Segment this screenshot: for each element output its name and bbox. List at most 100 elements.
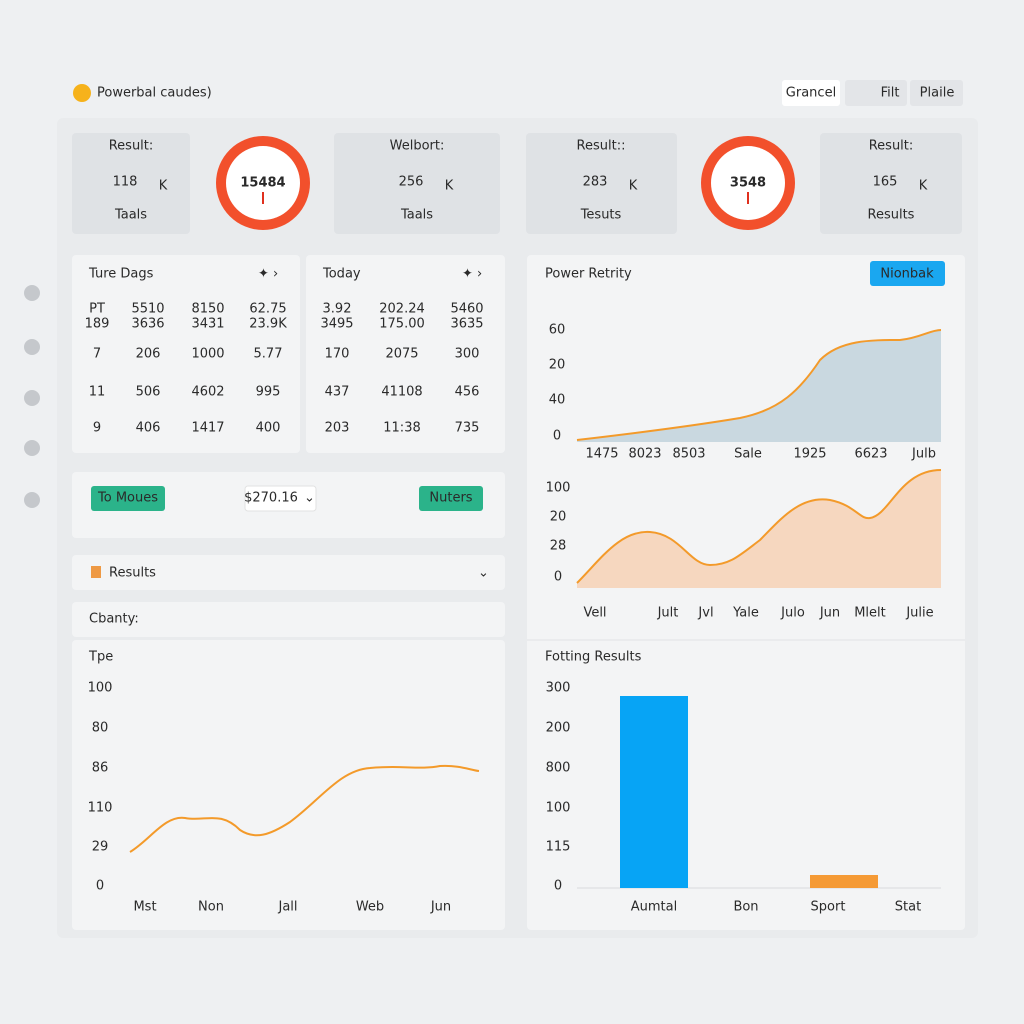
x-tick-label: Yale [732,606,759,621]
results-icon [91,566,101,578]
nav-icon[interactable] [24,339,40,355]
stat-unit: K [919,179,928,194]
x-tick-label: 1925 [793,447,826,462]
chevron[interactable]: ⌄ [304,491,315,506]
stat-card [820,133,962,234]
y-tick-label: 40 [549,393,566,408]
chart-panel [72,640,505,930]
table-cell: 41108 [381,385,422,400]
button[interactable] [91,486,165,511]
x-tick-label: Stat [895,900,921,915]
button-label[interactable]: To Moues [97,491,158,506]
table-cell: 7 [93,347,101,362]
button[interactable] [419,486,483,511]
x-tick-label: Sale [734,447,762,462]
table-cell: 11 [89,385,106,400]
table-cell: 506 [136,385,161,400]
x-tick-label: Bon [733,900,758,915]
stat-label: Result: [109,139,154,154]
y-tick-label: 110 [88,801,113,816]
y-tick-label: 86 [92,761,109,776]
accordion-title[interactable]: Results [109,566,156,581]
table-cell: 5510 [131,302,164,317]
table-cell: 300 [455,347,480,362]
table-cell: 202.24 [379,302,425,317]
chart-title: Power Retrity [545,267,632,282]
table-panel [306,255,505,453]
button[interactable] [870,261,945,286]
table-cell: 11:38 [383,421,420,436]
area [577,470,941,588]
filter-label: Cbanty: [89,612,139,627]
x-tick-label: 8503 [672,447,705,462]
y-tick-label: 20 [549,358,566,373]
bar [810,875,878,888]
y-tick-label: 100 [88,681,113,696]
nav-icon[interactable] [24,390,40,406]
x-tick-label: Jall [277,900,297,915]
stat-cards [72,133,962,234]
stat-card [72,133,190,234]
table-cell: 170 [325,347,350,362]
y-tick-label: 200 [546,721,571,736]
y-tick-label: 80 [92,721,109,736]
x-tick-label: Aumtal [631,900,677,915]
x-tick-label: Julb [911,447,936,462]
stat-unit: K [629,179,638,194]
x-tick-label: Jult [657,606,679,621]
stat-sub: Taals [114,208,147,223]
table-cell: 175.00 [379,317,425,332]
y-tick-label: 800 [546,761,571,776]
button-label[interactable]: Nionbak [880,267,934,282]
y-tick-label: 100 [546,481,571,496]
x-tick-label: 1475 [585,447,618,462]
chevron[interactable]: ⌄ [478,566,489,581]
button-label[interactable]: Plaile [920,86,955,101]
button[interactable] [910,80,963,106]
app-title: Powerbal caudes) [97,86,212,101]
table-panel [72,255,300,453]
button[interactable] [845,80,907,106]
x-tick-label: Web [356,900,384,915]
button[interactable] [782,80,840,106]
stat-sub: Tesuts [580,208,622,223]
select[interactable] [244,485,317,512]
table-cell: 203 [325,421,350,436]
table-cell: 406 [136,421,161,436]
y-tick-label: 20 [550,510,567,525]
button-label[interactable]: Filt [881,86,900,101]
table-cell: 437 [325,385,350,400]
gauges [216,136,795,230]
gauge-face [711,146,785,220]
button-label[interactable]: Nuters [429,491,472,506]
icon[interactable]: ✦ › [462,267,482,282]
nav-icon[interactable] [24,440,40,456]
nav-icon[interactable] [24,492,40,508]
x-tick-label: Jun [430,900,451,915]
x-tick-label: 6623 [854,447,887,462]
x-tick-label: Jvl [697,606,713,621]
select-value[interactable]: $270.16 [244,491,298,506]
x-tick-label: 8023 [628,447,661,462]
table-cell: 400 [256,421,281,436]
line [129,764,480,853]
chart-title: Fotting Results [545,650,642,665]
x-tick-label: Mlelt [854,606,886,621]
stat-value: 283 [583,175,608,190]
stat-label: Welbort: [390,139,445,154]
table-cell: 5460 [450,302,483,317]
table-cell: 2075 [385,347,418,362]
icon[interactable]: ✦ › [258,267,278,282]
x-tick-label: Sport [811,900,846,915]
table-cell: 3.92 [323,302,352,317]
accordion[interactable] [72,555,505,590]
button-label[interactable]: Grancel [786,86,836,101]
logo [73,84,91,102]
y-tick-label: 29 [92,840,109,855]
y-tick-label: 115 [546,840,571,855]
table-cell: 4602 [191,385,224,400]
filter-bar [72,602,505,637]
stat-label: Result:: [577,139,626,154]
nav-icon[interactable] [24,285,40,301]
y-tick-label: 0 [96,879,104,894]
